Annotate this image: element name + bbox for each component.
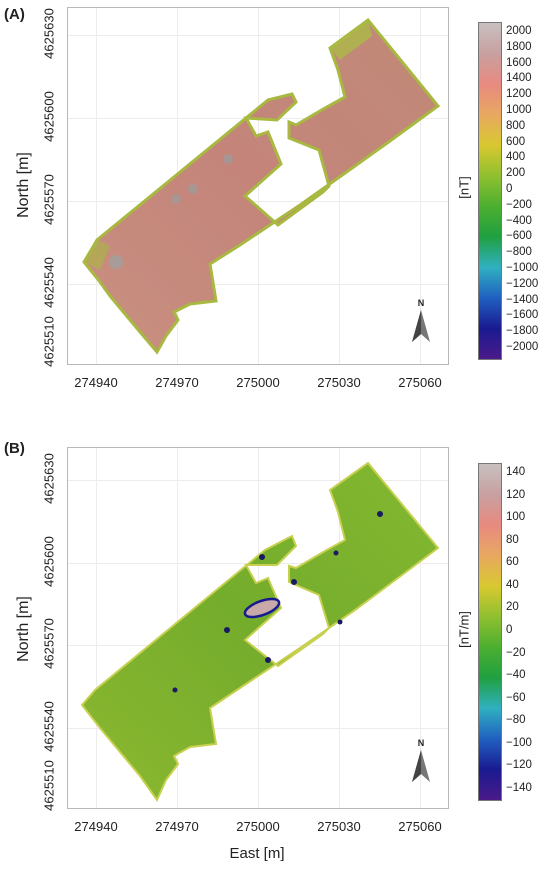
panel-b-xtick: 274940 [74,819,118,834]
colorbar-tick-label: −1600 [506,309,539,322]
colorbar-tick-label: 1200 [506,88,532,101]
colorbar-tick-label: 100 [506,511,526,524]
panel-b-xtick: 275060 [398,819,442,834]
panel-a-label: (A) [4,6,25,23]
north-arrow-icon: N [406,738,436,788]
panel-b-xtick: 275030 [317,819,361,834]
panel-a-xtick: 275060 [398,375,442,390]
colorbar-tick-label: −200 [506,198,532,211]
panel-b-xtick: 275000 [236,819,280,834]
colorbar-tick-label: −120 [506,759,532,772]
colorbar-tick-label: 2000 [506,25,532,37]
colorbar-tick-label: 400 [506,151,526,164]
colorbar-tick-label: −400 [506,214,532,227]
panel-b-ytick: 4625570 [41,618,57,669]
colorbar-tick-label: 1800 [506,40,532,53]
colorbar-tick-label: 600 [506,135,526,148]
panel-b-colorbar [478,463,502,801]
colorbar-tick-label: −100 [506,736,532,749]
colorbar-tick-label: 60 [506,556,519,569]
panel-b-ytick: 4625600 [41,536,57,587]
colorbar-tick-label: −1800 [506,325,539,338]
panel-a-ytick: 4625570 [41,174,57,225]
colorbar-tick-label: 800 [506,119,526,132]
colorbar-tick-label: 1600 [506,56,532,69]
colorbar-tick-label: 80 [506,533,519,546]
panel-a-xtick: 275030 [317,375,361,390]
panel-a-colorbar-unit: [nT] [456,176,472,199]
colorbar-tick-label: −800 [506,246,532,259]
colorbar-tick-label: 0 [506,624,513,636]
panel-a-xtick: 274970 [155,375,199,390]
colorbar-tick-label: −140 [506,782,532,794]
colorbar-tick-label: 40 [506,578,519,591]
colorbar-tick-label: −2000 [506,341,539,353]
panel-b-ytick: 4625630 [41,453,57,504]
panel-a-anomaly-2 [171,194,181,204]
panel-a-yaxis-label: North [m] [15,152,32,218]
colorbar-tick-label: 200 [506,167,526,180]
colorbar-tick-label: −80 [506,714,526,727]
colorbar-tick-label: −600 [506,230,532,243]
colorbar-tick-label: −1200 [506,277,539,290]
panel-b-plot-frame [67,447,449,809]
panel-a-ytick: 4625630 [41,8,57,59]
panel-a-colorbar [478,22,502,360]
colorbar-tick-label: −60 [506,691,526,704]
colorbar-tick-label: 1400 [506,72,532,85]
colorbar-tick-label: 120 [506,488,526,501]
colorbar-tick-label: 140 [506,466,526,478]
colorbar-tick-label: −20 [506,646,526,659]
colorbar-tick-label: 0 [506,183,513,195]
panel-a-ytick: 4625510 [41,316,57,367]
panel-a-anomaly-4 [223,154,233,164]
colorbar-tick-label: 1000 [506,104,532,116]
panel-b-colorbar-unit: [nT/m] [456,611,472,648]
panel-a-anomaly-1 [109,255,123,269]
colorbar-tick-label: 20 [506,601,519,614]
panel-a-xtick: 274940 [74,375,118,390]
panel-a-xtick: 275000 [236,375,280,390]
colorbar-tick-label: −1000 [506,262,539,274]
panel-a-ytick: 4625600 [41,91,57,142]
panel-a-anomaly-3 [188,184,198,194]
panel-a-magnetic-field-area [82,17,441,355]
panel-b-yaxis-label: North [m] [15,596,32,662]
colorbar-tick-label: −40 [506,669,526,682]
panel-b-xtick: 274970 [155,819,199,834]
panel-b-ytick: 4625510 [41,760,57,811]
colorbar-tick-label: −1400 [506,293,539,306]
panel-b-label: (B) [4,440,25,457]
panel-b-xaxis-label: East [m] [229,845,285,862]
north-arrow-icon: N [406,298,436,348]
